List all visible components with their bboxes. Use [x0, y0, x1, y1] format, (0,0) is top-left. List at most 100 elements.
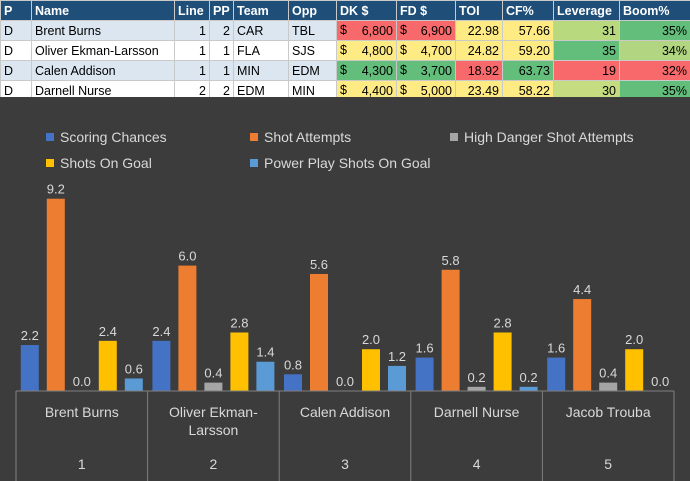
header-toi[interactable]: TOI — [455, 0, 503, 21]
cell-pp[interactable]: 2 — [209, 20, 234, 41]
header-pp[interactable]: PP — [209, 0, 234, 21]
cell-leverage[interactable]: 31 — [553, 20, 620, 41]
chart-background — [0, 97, 690, 481]
data-label: 2.0 — [362, 332, 380, 347]
currency-symbol: $ — [400, 43, 407, 57]
table-row[interactable]: D Brent Burns 1 2 CAR TBL $6,800 $6,900 22.98 57.… — [0, 20, 690, 41]
cell-cf[interactable]: 58.22 — [502, 80, 554, 101]
currency-symbol: $ — [400, 63, 407, 77]
data-label: 2.8 — [494, 315, 512, 330]
cell-p[interactable]: D — [0, 60, 32, 81]
data-label: 1.4 — [256, 345, 274, 360]
data-label: 0.4 — [204, 366, 222, 381]
header-fd[interactable]: FD $ — [396, 0, 456, 21]
cell-line[interactable]: 1 — [174, 20, 210, 41]
data-label: 0.8 — [284, 357, 302, 372]
legend-label: Shots On Goal — [60, 155, 152, 171]
bar — [98, 340, 117, 391]
cell-fd[interactable]: $3,700 — [396, 60, 456, 81]
bar — [599, 382, 618, 391]
cell-p[interactable]: D — [0, 80, 32, 101]
cell-cf[interactable]: 59.20 — [502, 40, 554, 61]
category-index-label: 1 — [78, 456, 86, 472]
cell-boom[interactable]: 32% — [619, 60, 690, 81]
data-label: 1.2 — [388, 349, 406, 364]
amount: 3,700 — [420, 63, 452, 78]
header-cf[interactable]: CF% — [502, 0, 554, 21]
bar — [493, 332, 512, 391]
bar — [46, 198, 65, 391]
bar — [230, 332, 249, 391]
amount: 6,900 — [420, 23, 452, 38]
cell-dk[interactable]: $4,800 — [336, 40, 397, 61]
legend-swatch — [450, 133, 458, 141]
bar — [547, 357, 566, 391]
table-row[interactable]: D Oliver Ekman-Larsson 1 1 FLA SJS $4,800 $4,70… — [0, 40, 690, 61]
cell-team[interactable]: FLA — [233, 40, 289, 61]
cell-opp[interactable]: SJS — [288, 40, 337, 61]
data-label: 2.8 — [230, 315, 248, 330]
table-row[interactable]: D Calen Addison 1 1 MIN EDM $4,300 $3,700 18.92 6… — [0, 60, 690, 81]
cell-toi[interactable]: 24.82 — [455, 40, 503, 61]
header-team[interactable]: Team — [233, 0, 289, 21]
currency-symbol: $ — [340, 23, 347, 37]
cell-boom[interactable]: 34% — [619, 40, 690, 61]
bar — [204, 382, 223, 391]
data-label: 2.4 — [99, 324, 117, 339]
legend-swatch — [250, 159, 258, 167]
cell-fd[interactable]: $6,900 — [396, 20, 456, 41]
header-leverage[interactable]: Leverage — [553, 0, 620, 21]
data-label: 0.4 — [599, 366, 617, 381]
cell-team[interactable]: MIN — [233, 60, 289, 81]
header-line[interactable]: Line — [174, 0, 210, 21]
cell-dk[interactable]: $4,400 — [336, 80, 397, 101]
cell-cf[interactable]: 63.73 — [502, 60, 554, 81]
data-label: 5.6 — [310, 257, 328, 272]
cell-name[interactable]: Calen Addison — [31, 60, 175, 81]
legend-swatch — [46, 159, 54, 167]
header-name[interactable]: Name — [31, 0, 175, 21]
bar — [256, 361, 275, 391]
cell-line[interactable]: 1 — [174, 40, 210, 61]
cell-team[interactable]: CAR — [233, 20, 289, 41]
header-boom[interactable]: Boom% — [619, 0, 690, 21]
amount: 4,700 — [420, 43, 452, 58]
cell-dk[interactable]: $6,800 — [336, 20, 397, 41]
bar — [573, 299, 592, 391]
cell-opp[interactable]: EDM — [288, 60, 337, 81]
header-dk[interactable]: DK $ — [336, 0, 397, 21]
cell-pp[interactable]: 1 — [209, 40, 234, 61]
cell-leverage[interactable]: 35 — [553, 40, 620, 61]
category-label: Darnell Nurse — [434, 404, 520, 420]
data-label: 6.0 — [178, 249, 196, 264]
cell-cf[interactable]: 57.66 — [502, 20, 554, 41]
header-opp[interactable]: Opp — [288, 0, 337, 21]
legend-swatch — [250, 133, 258, 141]
cell-toi[interactable]: 18.92 — [455, 60, 503, 81]
cell-p[interactable]: D — [0, 20, 32, 41]
cell-dk[interactable]: $4,300 — [336, 60, 397, 81]
legend-label: Shot Attempts — [264, 129, 351, 145]
category-index-label: 5 — [604, 456, 612, 472]
bar — [467, 386, 486, 391]
currency-symbol: $ — [400, 23, 407, 37]
cell-boom[interactable]: 35% — [619, 20, 690, 41]
cell-name[interactable]: Darnell Nurse — [31, 80, 175, 101]
header-p[interactable]: P — [0, 0, 32, 21]
cell-line[interactable]: 1 — [174, 60, 210, 81]
cell-opp[interactable]: TBL — [288, 20, 337, 41]
data-label: 0.2 — [520, 370, 538, 385]
cell-name[interactable]: Oliver Ekman-Larsson — [31, 40, 175, 61]
cell-fd[interactable]: $4,700 — [396, 40, 456, 61]
cell-toi[interactable]: 22.98 — [455, 20, 503, 41]
currency-symbol: $ — [340, 63, 347, 77]
amount: 6,800 — [361, 23, 393, 38]
cell-pp[interactable]: 1 — [209, 60, 234, 81]
cell-line[interactable]: 2 — [174, 80, 210, 101]
table-row[interactable]: D Darnell Nurse 2 2 EDM MIN $4,400 $5,000 23.49 5… — [0, 80, 690, 101]
cell-name[interactable]: Brent Burns — [31, 20, 175, 41]
cell-leverage[interactable]: 19 — [553, 60, 620, 81]
header-row: P Name Line PP Team Opp DK $ FD $ TOI CF… — [0, 0, 690, 21]
cell-team[interactable]: EDM — [233, 80, 289, 101]
cell-p[interactable]: D — [0, 40, 32, 61]
